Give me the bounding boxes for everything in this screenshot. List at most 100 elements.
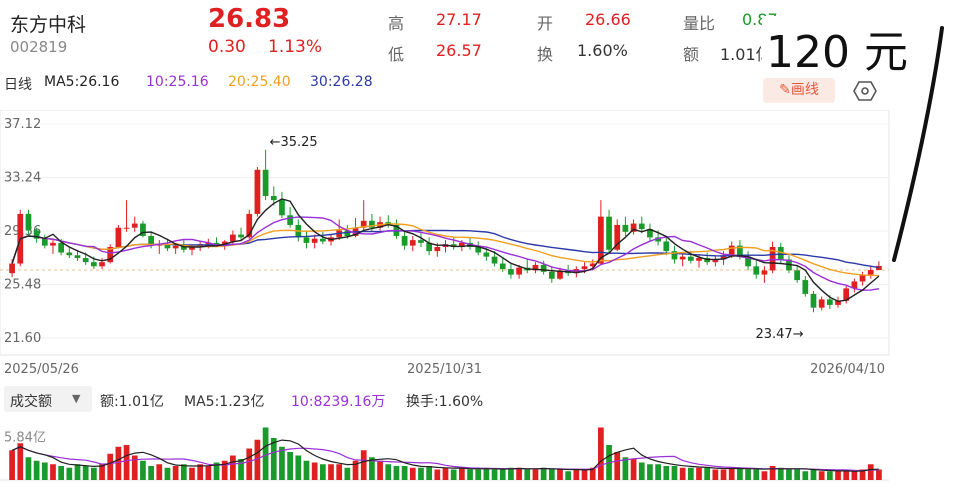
candle-body <box>254 169 261 214</box>
price-change-pct: 1.13% <box>268 37 323 57</box>
candle-body <box>418 240 424 243</box>
volume-bar <box>434 469 441 480</box>
candle-body <box>99 262 105 267</box>
max-price-label: ←35.25 <box>270 135 318 150</box>
candle-body <box>655 237 661 242</box>
volume-bar <box>172 466 179 480</box>
candle-body <box>737 245 743 257</box>
volume-selector-label[interactable]: 成交额 <box>10 394 52 410</box>
candle-body <box>826 299 833 305</box>
hexagon-settings-icon[interactable] <box>853 79 877 103</box>
volume-bar <box>467 469 473 480</box>
candle-body <box>164 244 171 249</box>
candle-body <box>859 274 866 282</box>
candle-body <box>262 169 269 196</box>
volume-ma10-line <box>11 446 879 472</box>
price-change: 0.30 <box>208 37 246 57</box>
volume-bar <box>409 467 416 480</box>
volume-bar <box>557 469 563 480</box>
candle-body <box>25 213 32 231</box>
volume-bar <box>9 450 15 480</box>
volume-bar <box>74 464 81 480</box>
volume-bar <box>82 466 89 480</box>
draw-line-button[interactable]: ✎画线 <box>763 78 835 103</box>
volume-bar <box>25 457 32 480</box>
volume-bar <box>761 471 768 480</box>
x-tick-label: 2025/05/26 <box>4 362 79 377</box>
volume-bar <box>205 466 212 480</box>
volume-bar <box>66 467 73 480</box>
volume-amount: 额:1.01亿 <box>100 394 164 410</box>
period-label[interactable]: 日线 <box>4 77 32 93</box>
candle-body <box>843 288 850 301</box>
volume-bar <box>598 427 604 480</box>
volume-bar <box>728 467 735 480</box>
candle-body <box>205 242 212 245</box>
volume-bar <box>876 469 882 480</box>
candle-body <box>9 263 15 274</box>
volume-bar <box>810 469 817 480</box>
candle-body <box>508 269 514 275</box>
volume-bar <box>287 452 293 480</box>
candle-body <box>131 223 138 228</box>
volume-bar <box>156 464 163 480</box>
candle-body <box>867 270 874 275</box>
volume-bar <box>786 469 792 480</box>
candle-body <box>172 245 179 249</box>
dropdown-triangle-icon[interactable]: ▼ <box>72 392 81 405</box>
candle-body <box>426 242 433 252</box>
volume-bar <box>213 462 220 480</box>
candle-body <box>589 263 596 267</box>
volume-ma5: MA5:1.23亿 <box>184 394 265 410</box>
candle-body <box>622 224 629 232</box>
candle-body <box>483 252 490 257</box>
volume-bar <box>41 462 48 480</box>
volume-ma10: 10:8239.16万 <box>291 394 386 410</box>
volume-bar <box>859 469 866 480</box>
candle-body <box>769 246 776 271</box>
candle-body <box>279 200 285 216</box>
candlestick-chart[interactable]: 37.1233.2429.3625.4821.60←35.2523.47→202… <box>0 110 957 400</box>
volume-chart[interactable]: 5.84亿 <box>0 420 957 500</box>
candle-body <box>794 270 800 281</box>
volume-bar <box>369 457 375 480</box>
volume-bar <box>279 446 285 480</box>
volume-bar <box>614 452 621 480</box>
candle-body <box>638 223 645 230</box>
volume-bar <box>377 460 383 480</box>
draw-line-label: 画线 <box>790 82 819 98</box>
volume-bar <box>319 464 326 480</box>
volume-bar <box>737 467 743 480</box>
volume-bar <box>336 464 343 480</box>
volume-bar <box>826 471 833 480</box>
volume-bar <box>720 469 727 480</box>
volume-bar <box>671 466 678 480</box>
volume-bar <box>638 462 645 480</box>
y-tick-label: 21.60 <box>4 331 41 346</box>
candle-body <box>115 227 122 247</box>
candle-body <box>50 242 56 246</box>
candle-body <box>810 293 817 308</box>
volume-bar <box>663 466 670 480</box>
candle-body <box>189 246 195 250</box>
volume-bar <box>630 459 637 480</box>
volume-bar <box>704 467 711 480</box>
volume-bar <box>777 467 784 480</box>
ma10-value: 10:25.16 <box>146 74 209 90</box>
candle-body <box>614 224 621 250</box>
volume-bar <box>753 469 760 480</box>
candle-body <box>753 266 760 275</box>
candle-body <box>270 195 277 201</box>
candle-body <box>647 229 653 238</box>
stock-name: 东方中科 <box>10 14 87 36</box>
stock-code: 002819 <box>10 38 68 56</box>
volume-selector[interactable] <box>4 386 92 412</box>
candle-body <box>107 246 114 263</box>
y-tick-label: 25.48 <box>4 278 41 293</box>
candle-body <box>728 245 735 256</box>
amount-value: 1.01亿 <box>720 45 772 64</box>
volume-bar <box>115 446 122 480</box>
volume-bar <box>50 464 56 480</box>
volume-bar <box>843 471 850 480</box>
candle-body <box>82 258 89 263</box>
